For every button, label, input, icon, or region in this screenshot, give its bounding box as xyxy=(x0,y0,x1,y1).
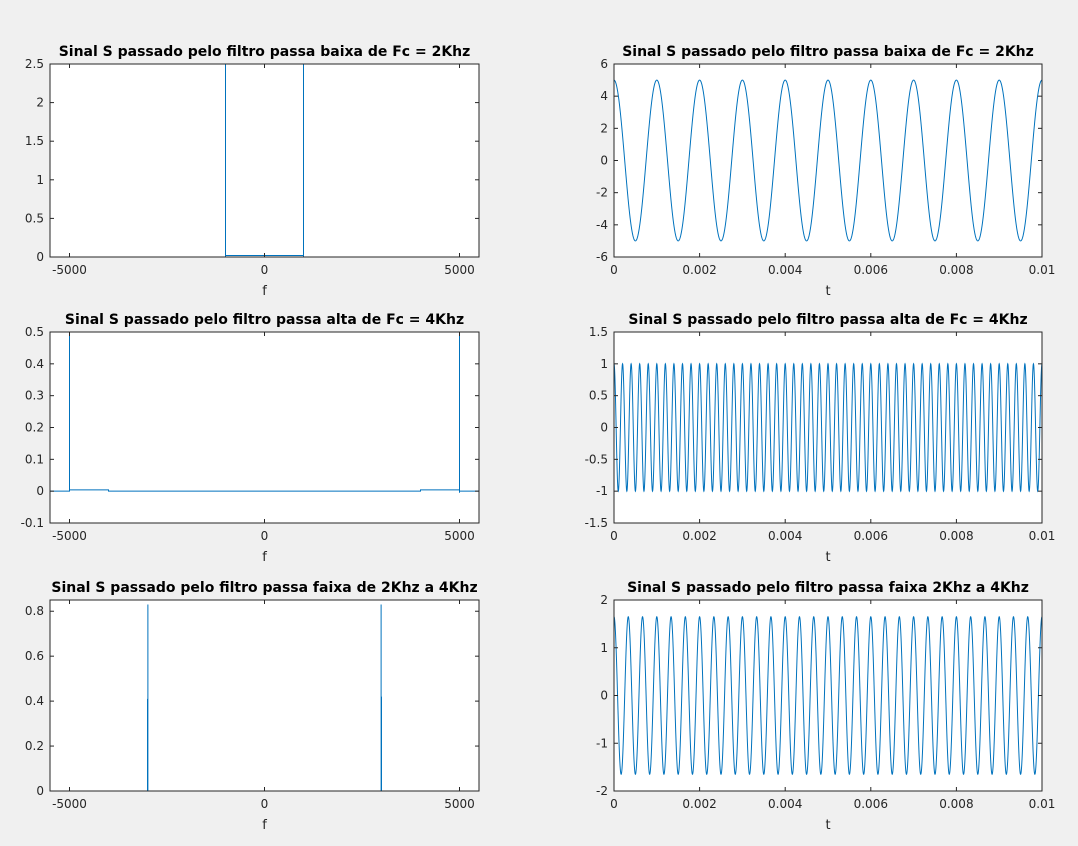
y-tick-label: 0.5 xyxy=(25,211,44,225)
y-tick-label: 4 xyxy=(600,89,608,103)
y-tick-label: -4 xyxy=(596,218,608,232)
y-tick-label: 1.5 xyxy=(589,325,608,339)
y-tick-label: 0 xyxy=(600,689,608,703)
y-tick-label: 0.4 xyxy=(25,357,44,371)
y-tick-label: -0.5 xyxy=(585,452,608,466)
chart-title: Sinal S passado pelo filtro passa faixa … xyxy=(627,580,1029,596)
series-line xyxy=(614,615,1042,776)
x-tick-label: 0 xyxy=(610,797,618,811)
x-tick-label: 5000 xyxy=(444,797,475,811)
x-tick-label: 0 xyxy=(261,797,269,811)
x-tick-label: 0.006 xyxy=(854,263,888,277)
x-axis-label: t xyxy=(825,284,830,299)
y-tick-label: 1 xyxy=(600,641,608,655)
y-tick-label: 0.2 xyxy=(25,739,44,753)
plot-area xyxy=(614,64,1042,257)
y-tick-label: -1 xyxy=(596,736,608,750)
chart-title: Sinal S passado pelo filtro passa alta d… xyxy=(65,312,464,328)
x-tick-label: 0.01 xyxy=(1029,263,1056,277)
plot-area xyxy=(50,332,479,523)
x-tick-label: 0.004 xyxy=(768,797,802,811)
x-tick-label: 0.008 xyxy=(939,263,973,277)
x-tick-label: 0.008 xyxy=(939,797,973,811)
x-axis-label: t xyxy=(825,818,830,833)
y-tick-label: -1 xyxy=(596,484,608,498)
y-tick-label: 0.4 xyxy=(25,694,44,708)
y-tick-label: -2 xyxy=(596,784,608,798)
x-tick-label: 0 xyxy=(610,263,618,277)
x-tick-label: 0 xyxy=(610,529,618,543)
y-tick-label: 2.5 xyxy=(25,57,44,71)
y-tick-label: 0 xyxy=(36,784,44,798)
y-tick-label: 0.1 xyxy=(25,452,44,466)
x-tick-label: 5000 xyxy=(444,263,475,277)
y-tick-label: -0.1 xyxy=(21,516,44,530)
subplot-1: -5000 0 5000 0 0.5 1 1.5 2 2.5 Sinal S passado pe… xyxy=(25,44,480,299)
y-tick-label: 0 xyxy=(600,154,608,168)
plot-area xyxy=(614,600,1042,791)
x-axis-label: t xyxy=(825,550,830,565)
chart-title: Sinal S passado pelo filtro passa alta d… xyxy=(628,312,1027,328)
series-line xyxy=(614,79,1042,242)
y-tick-label: 1 xyxy=(600,357,608,371)
x-tick-label: 0.01 xyxy=(1029,797,1056,811)
plot-area xyxy=(50,64,479,257)
y-tick-label: 0 xyxy=(36,484,44,498)
x-tick-label: 0.002 xyxy=(682,797,716,811)
x-tick-label: -5000 xyxy=(52,797,87,811)
y-tick-label: 0.8 xyxy=(25,604,44,618)
y-tick-label: 0.6 xyxy=(25,649,44,663)
x-tick-label: 0.008 xyxy=(939,529,973,543)
y-tick-label: 1 xyxy=(36,173,44,187)
y-tick-label: -6 xyxy=(596,250,608,264)
subplot-5: -5000 0 5000 0 0.2 0.4 0.6 0.8 Sinal S passado p… xyxy=(25,580,480,833)
x-tick-label: -5000 xyxy=(52,263,87,277)
plot-area xyxy=(50,600,479,791)
series-line xyxy=(614,362,1042,493)
y-tick-label: 0 xyxy=(600,421,608,435)
plot-area xyxy=(614,332,1042,523)
x-axis-label: f xyxy=(262,818,267,833)
y-tick-label: 6 xyxy=(600,57,608,71)
y-tick-label: -1.5 xyxy=(585,516,608,530)
y-tick-label: 0.5 xyxy=(25,325,44,339)
x-axis-label: f xyxy=(262,550,267,565)
y-tick-label: 0.3 xyxy=(25,389,44,403)
subplot-3: -5000 0 5000 -0.1 0 0.1 0.2 0.3 0.4 0.5 Sinal S pa… xyxy=(21,312,480,565)
x-axis-label: f xyxy=(262,284,267,299)
y-tick-label: 0 xyxy=(36,250,44,264)
series-line xyxy=(50,332,479,493)
x-tick-label: 0.006 xyxy=(854,797,888,811)
y-tick-label: 0.2 xyxy=(25,421,44,435)
chart-title: Sinal S passado pelo filtro passa baixa … xyxy=(622,44,1034,60)
x-tick-label: 0 xyxy=(261,263,269,277)
y-tick-label: 2 xyxy=(600,593,608,607)
x-tick-label: 5000 xyxy=(444,529,475,543)
chart-title: Sinal S passado pelo filtro passa faixa … xyxy=(51,580,477,596)
subplot-2: 0 0.002 0.004 0.006 0.008 0.01 -6 -4 -2 0 2 4 6 Sinal… xyxy=(596,44,1055,299)
x-tick-label: 0.006 xyxy=(854,529,888,543)
x-tick-label: 0 xyxy=(261,529,269,543)
x-tick-label: -5000 xyxy=(52,529,87,543)
x-tick-label: 0.004 xyxy=(768,529,802,543)
y-tick-label: 2 xyxy=(600,121,608,135)
x-tick-label: 0.01 xyxy=(1029,529,1056,543)
series-line xyxy=(50,604,479,791)
x-tick-label: 0.002 xyxy=(682,529,716,543)
y-tick-label: -2 xyxy=(596,186,608,200)
x-tick-label: 0.002 xyxy=(682,263,716,277)
y-tick-label: 2 xyxy=(36,96,44,110)
y-tick-label: 0.5 xyxy=(589,389,608,403)
x-tick-label: 0.004 xyxy=(768,263,802,277)
subplot-4: 0 0.002 0.004 0.006 0.008 0.01 -1.5 -1 -0.5 0 0.5 1… xyxy=(585,312,1056,565)
y-tick-label: 1.5 xyxy=(25,134,44,148)
subplot-6: 0 0.002 0.004 0.006 0.008 0.01 -2 -1 0 1 2 Sinal S … xyxy=(596,580,1055,833)
chart-title: Sinal S passado pelo filtro passa baixa … xyxy=(59,44,471,60)
